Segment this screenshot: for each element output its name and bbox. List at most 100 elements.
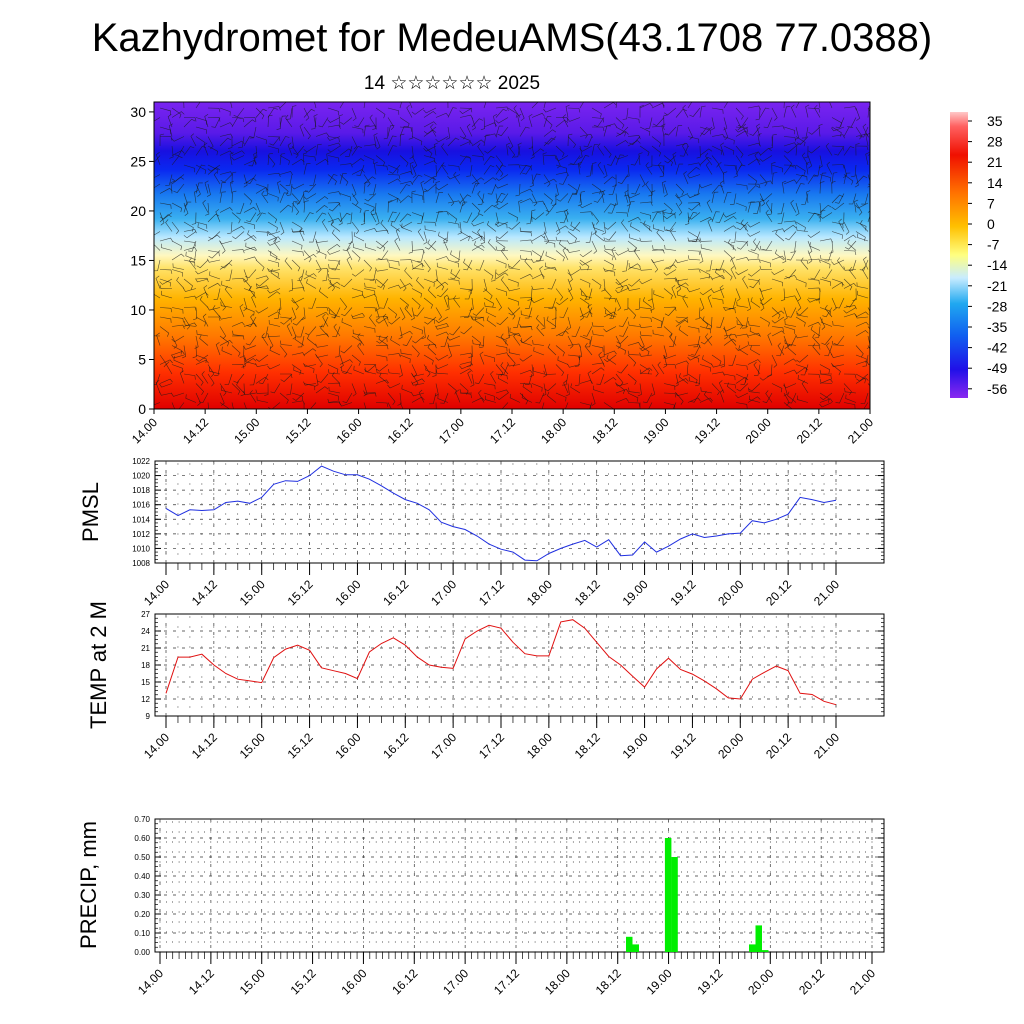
wind-barb xyxy=(423,145,433,158)
wind-barb xyxy=(154,402,161,406)
wind-barb xyxy=(675,125,683,137)
wind-barb xyxy=(615,278,624,291)
wind-barb xyxy=(236,381,245,394)
wind-barb xyxy=(831,362,845,367)
wind-barb xyxy=(625,164,630,178)
wind-barb xyxy=(603,326,617,333)
wind-barb xyxy=(297,269,305,281)
wind-barb xyxy=(555,155,561,169)
wind-barb xyxy=(783,220,797,225)
wind-barb xyxy=(520,255,533,261)
wind-barb xyxy=(695,307,701,320)
wind-barb xyxy=(322,269,329,282)
wind-barb xyxy=(740,219,749,232)
wind-barb xyxy=(831,364,841,376)
wind-barb xyxy=(249,373,257,386)
wind-barb xyxy=(555,225,569,232)
wind-barb xyxy=(843,402,856,409)
wind-barb xyxy=(682,142,689,156)
wind-barb xyxy=(711,268,725,273)
wind-barb xyxy=(255,354,269,362)
wind-barb xyxy=(748,387,761,394)
wind-barb xyxy=(796,226,809,232)
wind-barb xyxy=(639,105,644,118)
wind-barb xyxy=(509,327,521,337)
wind-barb xyxy=(663,202,673,214)
wind-barb xyxy=(332,326,341,338)
wind-barb xyxy=(291,364,302,375)
colorbar-label: -56 xyxy=(987,381,1007,397)
x-tick-label: 20.00 xyxy=(715,577,746,608)
wind-barb xyxy=(363,124,370,137)
wind-barb xyxy=(687,126,694,140)
wind-barb xyxy=(478,389,485,403)
wind-barb xyxy=(305,270,317,280)
wind-barb xyxy=(513,145,521,158)
wind-barb xyxy=(747,341,761,346)
wind-barb xyxy=(471,244,485,251)
wind-barb xyxy=(519,369,533,375)
wind-barb xyxy=(589,402,593,409)
wind-barb xyxy=(459,193,466,207)
wind-barb xyxy=(496,316,509,326)
wind-barb xyxy=(483,288,493,300)
wind-barb xyxy=(471,235,485,242)
wind-barb xyxy=(346,256,353,270)
wind-barb xyxy=(351,158,365,166)
wind-barb xyxy=(470,373,475,387)
wind-barb xyxy=(185,394,197,403)
wind-barb xyxy=(269,251,281,261)
wind-barb xyxy=(759,107,770,118)
wind-barb xyxy=(495,183,509,189)
wind-barb xyxy=(171,150,185,156)
wind-barb xyxy=(810,325,821,337)
wind-barb xyxy=(327,124,341,129)
wind-barb xyxy=(615,212,629,217)
wind-barb xyxy=(245,269,257,279)
wind-barb xyxy=(483,165,495,175)
wind-barb xyxy=(651,259,665,264)
wind-barb xyxy=(495,117,509,124)
wind-barb xyxy=(471,221,485,227)
wind-barb xyxy=(340,278,353,288)
wind-barb xyxy=(687,174,701,179)
wind-barb xyxy=(787,307,797,318)
wind-barb xyxy=(579,311,593,318)
wind-barb xyxy=(255,202,261,216)
wind-barb xyxy=(629,233,641,242)
wind-barb xyxy=(423,129,437,137)
wind-barb xyxy=(315,250,327,259)
wind-barb xyxy=(261,333,269,346)
wind-barb xyxy=(551,193,557,206)
wind-barb xyxy=(231,383,241,395)
wind-barb xyxy=(639,126,651,136)
wind-barb xyxy=(784,339,797,346)
wind-barb xyxy=(291,287,305,292)
wind-barb xyxy=(819,364,831,374)
x-tick-label: 20.12 xyxy=(796,966,827,997)
wind-barb xyxy=(174,145,185,156)
wind-barb xyxy=(579,250,593,258)
wind-barb xyxy=(843,126,854,137)
wind-barb xyxy=(519,164,530,175)
heatmap-x-tick-label: 21.00 xyxy=(845,415,876,446)
wind-barb xyxy=(777,212,785,224)
wind-barb xyxy=(579,202,593,209)
wind-barb xyxy=(447,193,455,207)
wind-barb xyxy=(277,180,282,194)
wind-barb xyxy=(839,212,845,225)
wind-barb xyxy=(507,278,519,287)
wind-barb xyxy=(615,335,622,349)
wind-barb xyxy=(579,259,593,266)
y-tick-label: 15 xyxy=(141,678,150,687)
wind-barb xyxy=(548,297,557,309)
wind-barb xyxy=(543,102,546,109)
wind-barb xyxy=(723,240,735,250)
wind-barb xyxy=(423,316,435,324)
wind-barb xyxy=(351,312,365,318)
wind-barb xyxy=(507,332,521,337)
wind-barb xyxy=(593,385,605,394)
wind-barb xyxy=(835,297,845,309)
wind-barb xyxy=(279,392,289,404)
wind-barb xyxy=(256,283,269,289)
